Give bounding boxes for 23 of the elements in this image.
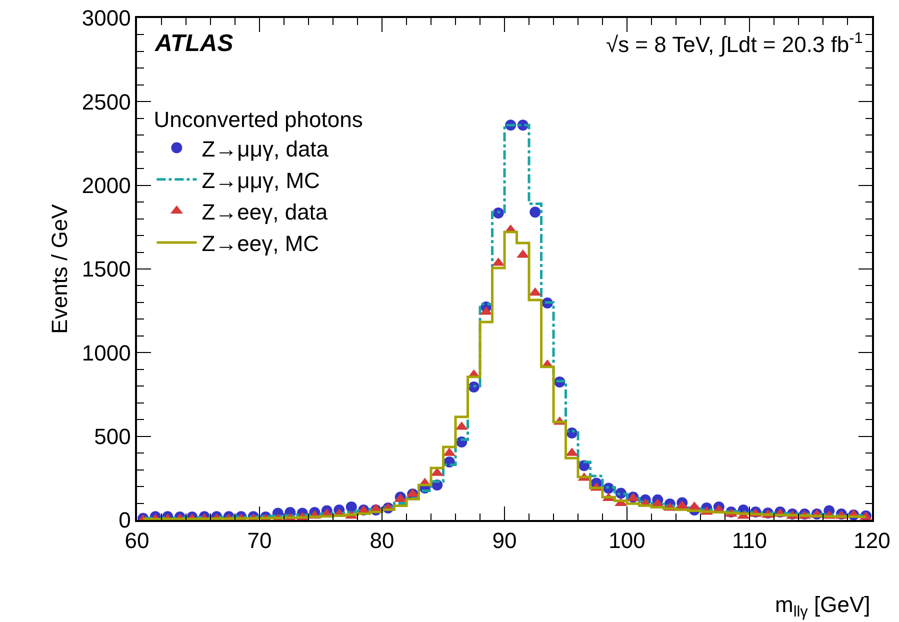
legend-label: Z→eeγ, data [202,200,328,224]
legend-label: Z→μμγ, data [202,136,330,162]
x-tick-label: 100 [608,528,646,554]
y-tick-label: 1000 [82,340,131,366]
x-tick-label: 90 [492,528,517,554]
point [530,206,541,218]
annotation: √s = 8 TeV, ∫Ldt = 20.3 fb$^{-1}$ [606,30,863,58]
y-tick-label: 500 [94,424,131,450]
legend-label: Z→μμγ, MC [202,168,320,193]
annotation: ATLAS [154,30,234,57]
point [346,501,357,512]
y-tick-label: 2000 [82,173,131,198]
y-axis-title: Events / GeV [47,204,72,334]
x-tick-label: 110 [732,528,768,554]
y-tick-label: 1500 [82,256,131,282]
x-tick-label: 80 [370,528,394,554]
x-tick-label: 120 [854,528,890,554]
x-axis-title: m$_{llγ}$ [GeV] [775,592,870,621]
y-tick-label: 2500 [82,89,131,114]
y-tick-label: 3000 [82,6,131,31]
legend-label: Z→eeγ, MC [202,231,320,256]
x-tick-label: 70 [247,528,272,554]
legend-title: Unconverted photons [154,106,363,132]
